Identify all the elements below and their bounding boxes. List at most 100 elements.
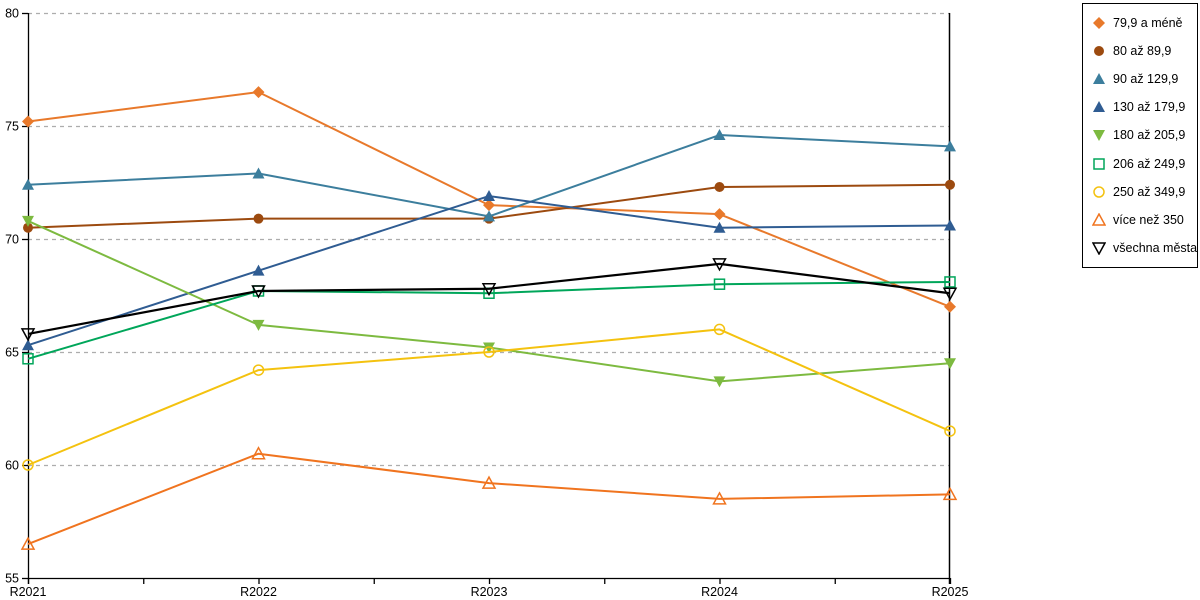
series-7 — [20, 446, 958, 550]
legend-label: 90 až 129,9 — [1113, 72, 1179, 87]
legend-label: 130 až 179,9 — [1113, 100, 1186, 115]
diamond-marker-icon — [483, 199, 495, 212]
circle-marker-icon — [483, 346, 495, 358]
legend-item: 180 až 205,9 — [1092, 128, 1193, 142]
series-line — [27, 452, 951, 546]
triangle-down-marker-icon — [944, 358, 956, 370]
triangle-up-legend-icon — [1093, 73, 1105, 85]
triangle-up-marker-icon — [483, 210, 495, 222]
triangle-up-marker-icon — [22, 339, 34, 351]
triangle-up-marker-icon — [942, 486, 958, 501]
square-marker-icon — [713, 278, 726, 290]
diamond-marker-icon — [1093, 17, 1105, 30]
series-6 — [22, 323, 956, 471]
y-tick-label: 65 — [5, 346, 19, 360]
triangle-up-legend-icon — [1093, 101, 1105, 113]
square-marker-icon — [22, 353, 34, 365]
triangle-up-marker-icon — [22, 178, 34, 190]
diamond-marker-icon — [22, 115, 34, 128]
series-line — [27, 328, 951, 466]
diamond-marker-icon — [713, 208, 726, 221]
circle-marker-icon — [22, 459, 34, 471]
triangle-down-marker-icon — [22, 215, 34, 227]
legend-label: všechna města — [1113, 240, 1198, 255]
legend-label: 206 až 249,9 — [1113, 156, 1186, 171]
legend-item: 250 až 349,9 — [1092, 185, 1193, 199]
circle-marker-icon — [944, 425, 956, 437]
triangle-down-marker-icon — [712, 258, 727, 272]
circle-marker-icon — [253, 213, 264, 224]
series-8 — [20, 258, 958, 342]
gridlines — [28, 12, 950, 467]
y-tick-label: 70 — [5, 233, 19, 247]
circle-legend-icon — [1094, 46, 1104, 57]
triangle-up-marker-icon — [481, 475, 497, 489]
triangle-up-marker-icon — [252, 264, 265, 276]
triangle-up-marker-icon — [713, 221, 726, 233]
series-line — [27, 262, 951, 336]
triangle-down-marker-icon — [251, 285, 266, 299]
legend-item: všechna města — [1092, 241, 1197, 255]
diamond-marker-icon — [944, 300, 956, 313]
triangle-up-marker-icon — [1092, 212, 1106, 226]
series-0 — [22, 86, 956, 313]
circle-marker-icon — [252, 364, 265, 376]
triangle-down-marker-icon — [481, 282, 497, 297]
y-tick-label: 55 — [5, 572, 19, 586]
y-tick-label: 75 — [5, 120, 19, 134]
x-tick-label: R2023 — [471, 585, 508, 599]
legend-item: více než 350 — [1092, 212, 1193, 227]
triangle-up-marker-icon — [712, 491, 727, 505]
legend-label: 250 až 349,9 — [1113, 184, 1186, 199]
y-tick-label: 60 — [5, 459, 19, 473]
triangle-up-marker-icon — [1093, 73, 1105, 85]
triangle-down-marker-icon — [1092, 242, 1106, 255]
triangle-up-marker-icon — [944, 219, 956, 231]
triangle-up-marker-icon — [944, 140, 956, 152]
diamond-legend-icon — [1093, 17, 1105, 30]
y-tick-label: 80 — [5, 7, 19, 21]
series-2 — [22, 129, 956, 222]
triangle-up-marker-icon — [20, 536, 36, 550]
x-tick-label: R2022 — [240, 585, 277, 599]
circle-legend-icon — [1093, 185, 1105, 198]
triangle-down-legend-icon — [1092, 242, 1106, 255]
circle-marker-icon — [945, 179, 955, 190]
legend-item: 130 až 179,9 — [1092, 100, 1193, 114]
legend: 79,9 a méně 80 až 89,9 90 až 129,9 130 až 1… — [1082, 3, 1198, 268]
x-tick-label: R2021 — [10, 585, 47, 599]
legend-label: více než 350 — [1113, 212, 1184, 227]
legend-label: 180 až 205,9 — [1113, 128, 1186, 143]
triangle-down-marker-icon — [252, 319, 265, 331]
x-tick-label: R2025 — [932, 585, 969, 599]
square-marker-icon — [944, 276, 956, 288]
legend-item: 80 až 89,9 — [1092, 44, 1193, 58]
triangle-down-legend-icon — [1093, 130, 1105, 142]
diamond-marker-icon — [252, 86, 265, 99]
circle-marker-icon — [1093, 185, 1105, 198]
triangle-up-marker-icon — [252, 167, 265, 179]
y-axis-ticks: 55 60 65 70 75 80 — [5, 7, 28, 586]
x-axis-ticks: R2021 R2022 R2023 R2024 R2025 — [10, 578, 969, 599]
legend-item: 206 až 249,9 — [1092, 157, 1193, 171]
triangle-down-marker-icon — [713, 376, 726, 388]
triangle-down-marker-icon — [1093, 130, 1105, 142]
triangle-up-marker-icon — [1093, 101, 1105, 113]
square-marker-icon — [1093, 157, 1105, 170]
legend-label: 79,9 a méně — [1113, 16, 1183, 31]
triangle-down-marker-icon — [942, 287, 958, 301]
triangle-up-marker-icon — [713, 129, 726, 141]
legend-item: 79,9 a méně — [1092, 16, 1193, 30]
triangle-up-legend-icon — [1092, 212, 1106, 226]
triangle-up-marker-icon — [251, 446, 266, 460]
triangle-up-marker-icon — [483, 190, 495, 202]
triangle-down-marker-icon — [20, 328, 36, 342]
triangle-down-marker-icon — [483, 342, 495, 354]
circle-marker-icon — [714, 182, 725, 193]
square-legend-icon — [1093, 157, 1105, 170]
circle-marker-icon — [23, 222, 33, 233]
circle-marker-icon — [713, 323, 726, 336]
circle-marker-icon — [1094, 46, 1104, 57]
